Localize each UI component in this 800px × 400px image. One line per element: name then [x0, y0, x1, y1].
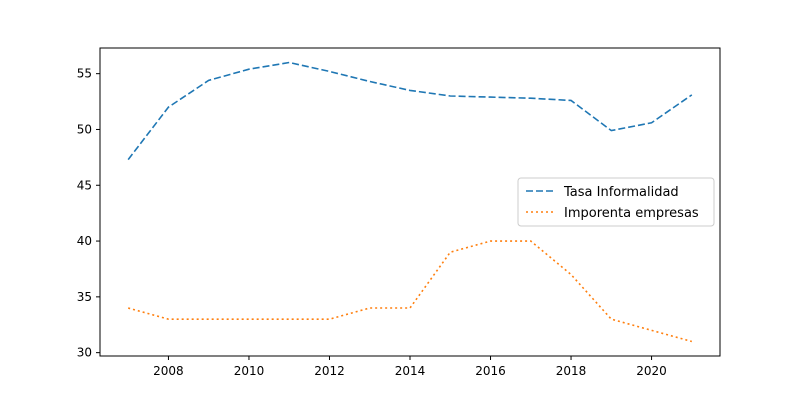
x-tick-label: 2018: [556, 364, 587, 378]
legend-label-1: Tasa Informalidad: [563, 185, 679, 200]
x-tick-label: 2012: [314, 364, 345, 378]
y-tick-label: 35: [77, 290, 92, 304]
x-tick-label: 2014: [395, 364, 426, 378]
y-tick-label: 30: [77, 346, 92, 360]
series-layer: [127, 61, 693, 343]
series-line-1: [127, 61, 693, 161]
legend-box: [517, 177, 715, 227]
y-tick-label: 40: [77, 234, 92, 248]
x-tick-label: 2008: [153, 364, 184, 378]
x-tick-label: 2010: [234, 364, 265, 378]
series-line-2: [127, 240, 693, 343]
legend-label-2: Imporenta empresas: [564, 206, 699, 221]
y-tick-label: 50: [77, 122, 92, 136]
y-tick-label: 45: [77, 178, 92, 192]
legend: Tasa Informalidad Imporenta empresas: [517, 177, 715, 227]
x-tick-label: 2020: [636, 364, 667, 378]
x-axis: 2008 2010 2012 2014 2016 2018 2020: [153, 356, 667, 378]
x-tick-label: 2016: [475, 364, 506, 378]
y-axis: 30 35 40 45 50 55: [77, 67, 100, 360]
y-tick-label: 55: [77, 67, 92, 81]
